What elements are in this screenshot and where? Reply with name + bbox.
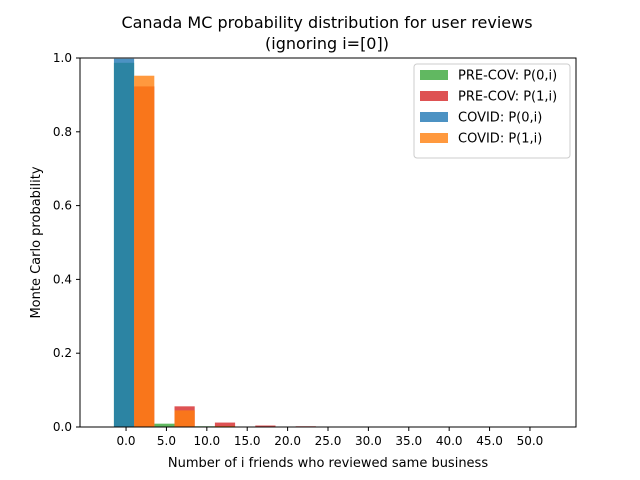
x-tick-label: 50.0 <box>517 434 544 448</box>
chart-title-line1: Canada MC probability distribution for u… <box>121 13 532 32</box>
x-tick-label: 35.0 <box>395 434 422 448</box>
bar-series-4-x-1 <box>134 75 155 427</box>
y-axis-label: Monte Carlo probability <box>29 166 44 318</box>
y-tick-label: 1.0 <box>53 51 72 65</box>
legend-swatch <box>420 112 448 122</box>
y-tick-label: 0.2 <box>53 346 72 360</box>
bar-series-2-x-11 <box>214 422 236 427</box>
x-axis-ticks: 0.0 5.0 10.0 15.0 20.0 25.0 30.0 35.0 40.0 45.0 50… <box>116 427 543 448</box>
x-tick-label: 25.0 <box>315 434 342 448</box>
legend-label: COVID: P(0,i) <box>458 111 542 126</box>
x-tick-label: 30.0 <box>355 434 382 448</box>
x-tick-label: 15.0 <box>234 434 261 448</box>
legend-swatch <box>420 133 448 143</box>
y-tick-label: 0.4 <box>53 272 72 286</box>
x-tick-label: 40.0 <box>436 434 463 448</box>
legend-label: PRE-COV: P(1,i) <box>458 90 557 105</box>
y-tick-label: 0.8 <box>53 125 72 139</box>
bar-series-3-x-1 <box>113 58 135 427</box>
y-tick-label: 0.6 <box>53 199 72 213</box>
bar-series-2-x-16 <box>255 425 276 427</box>
x-tick-label: 45.0 <box>476 434 503 448</box>
y-axis-ticks: 0.0 0.2 0.4 0.6 0.8 1.0 <box>53 51 80 434</box>
legend-swatch <box>420 91 448 101</box>
y-tick-label: 0.0 <box>53 420 72 434</box>
x-tick-label: 0.0 <box>116 434 135 448</box>
bars-layer <box>113 58 316 428</box>
bar-series-4-x-6 <box>174 410 195 427</box>
legend-label: COVID: P(1,i) <box>458 132 542 147</box>
x-tick-label: 10.0 <box>193 434 220 448</box>
legend-box <box>413 63 571 159</box>
legend-swatch <box>420 70 448 80</box>
x-tick-label: 20.0 <box>274 434 301 448</box>
x-axis-label: Number of i friends who reviewed same bu… <box>168 456 488 471</box>
chart-title-line2: (ignoring i=[0]) <box>265 34 389 53</box>
bar-series-1-x-6 <box>154 423 175 427</box>
legend-label: PRE-COV: P(0,i) <box>458 69 557 84</box>
legend: PRE-COV: P(0,i) PRE-COV: P(1,i) COVID: P(0… <box>413 63 571 159</box>
x-tick-label: 5.0 <box>157 434 176 448</box>
